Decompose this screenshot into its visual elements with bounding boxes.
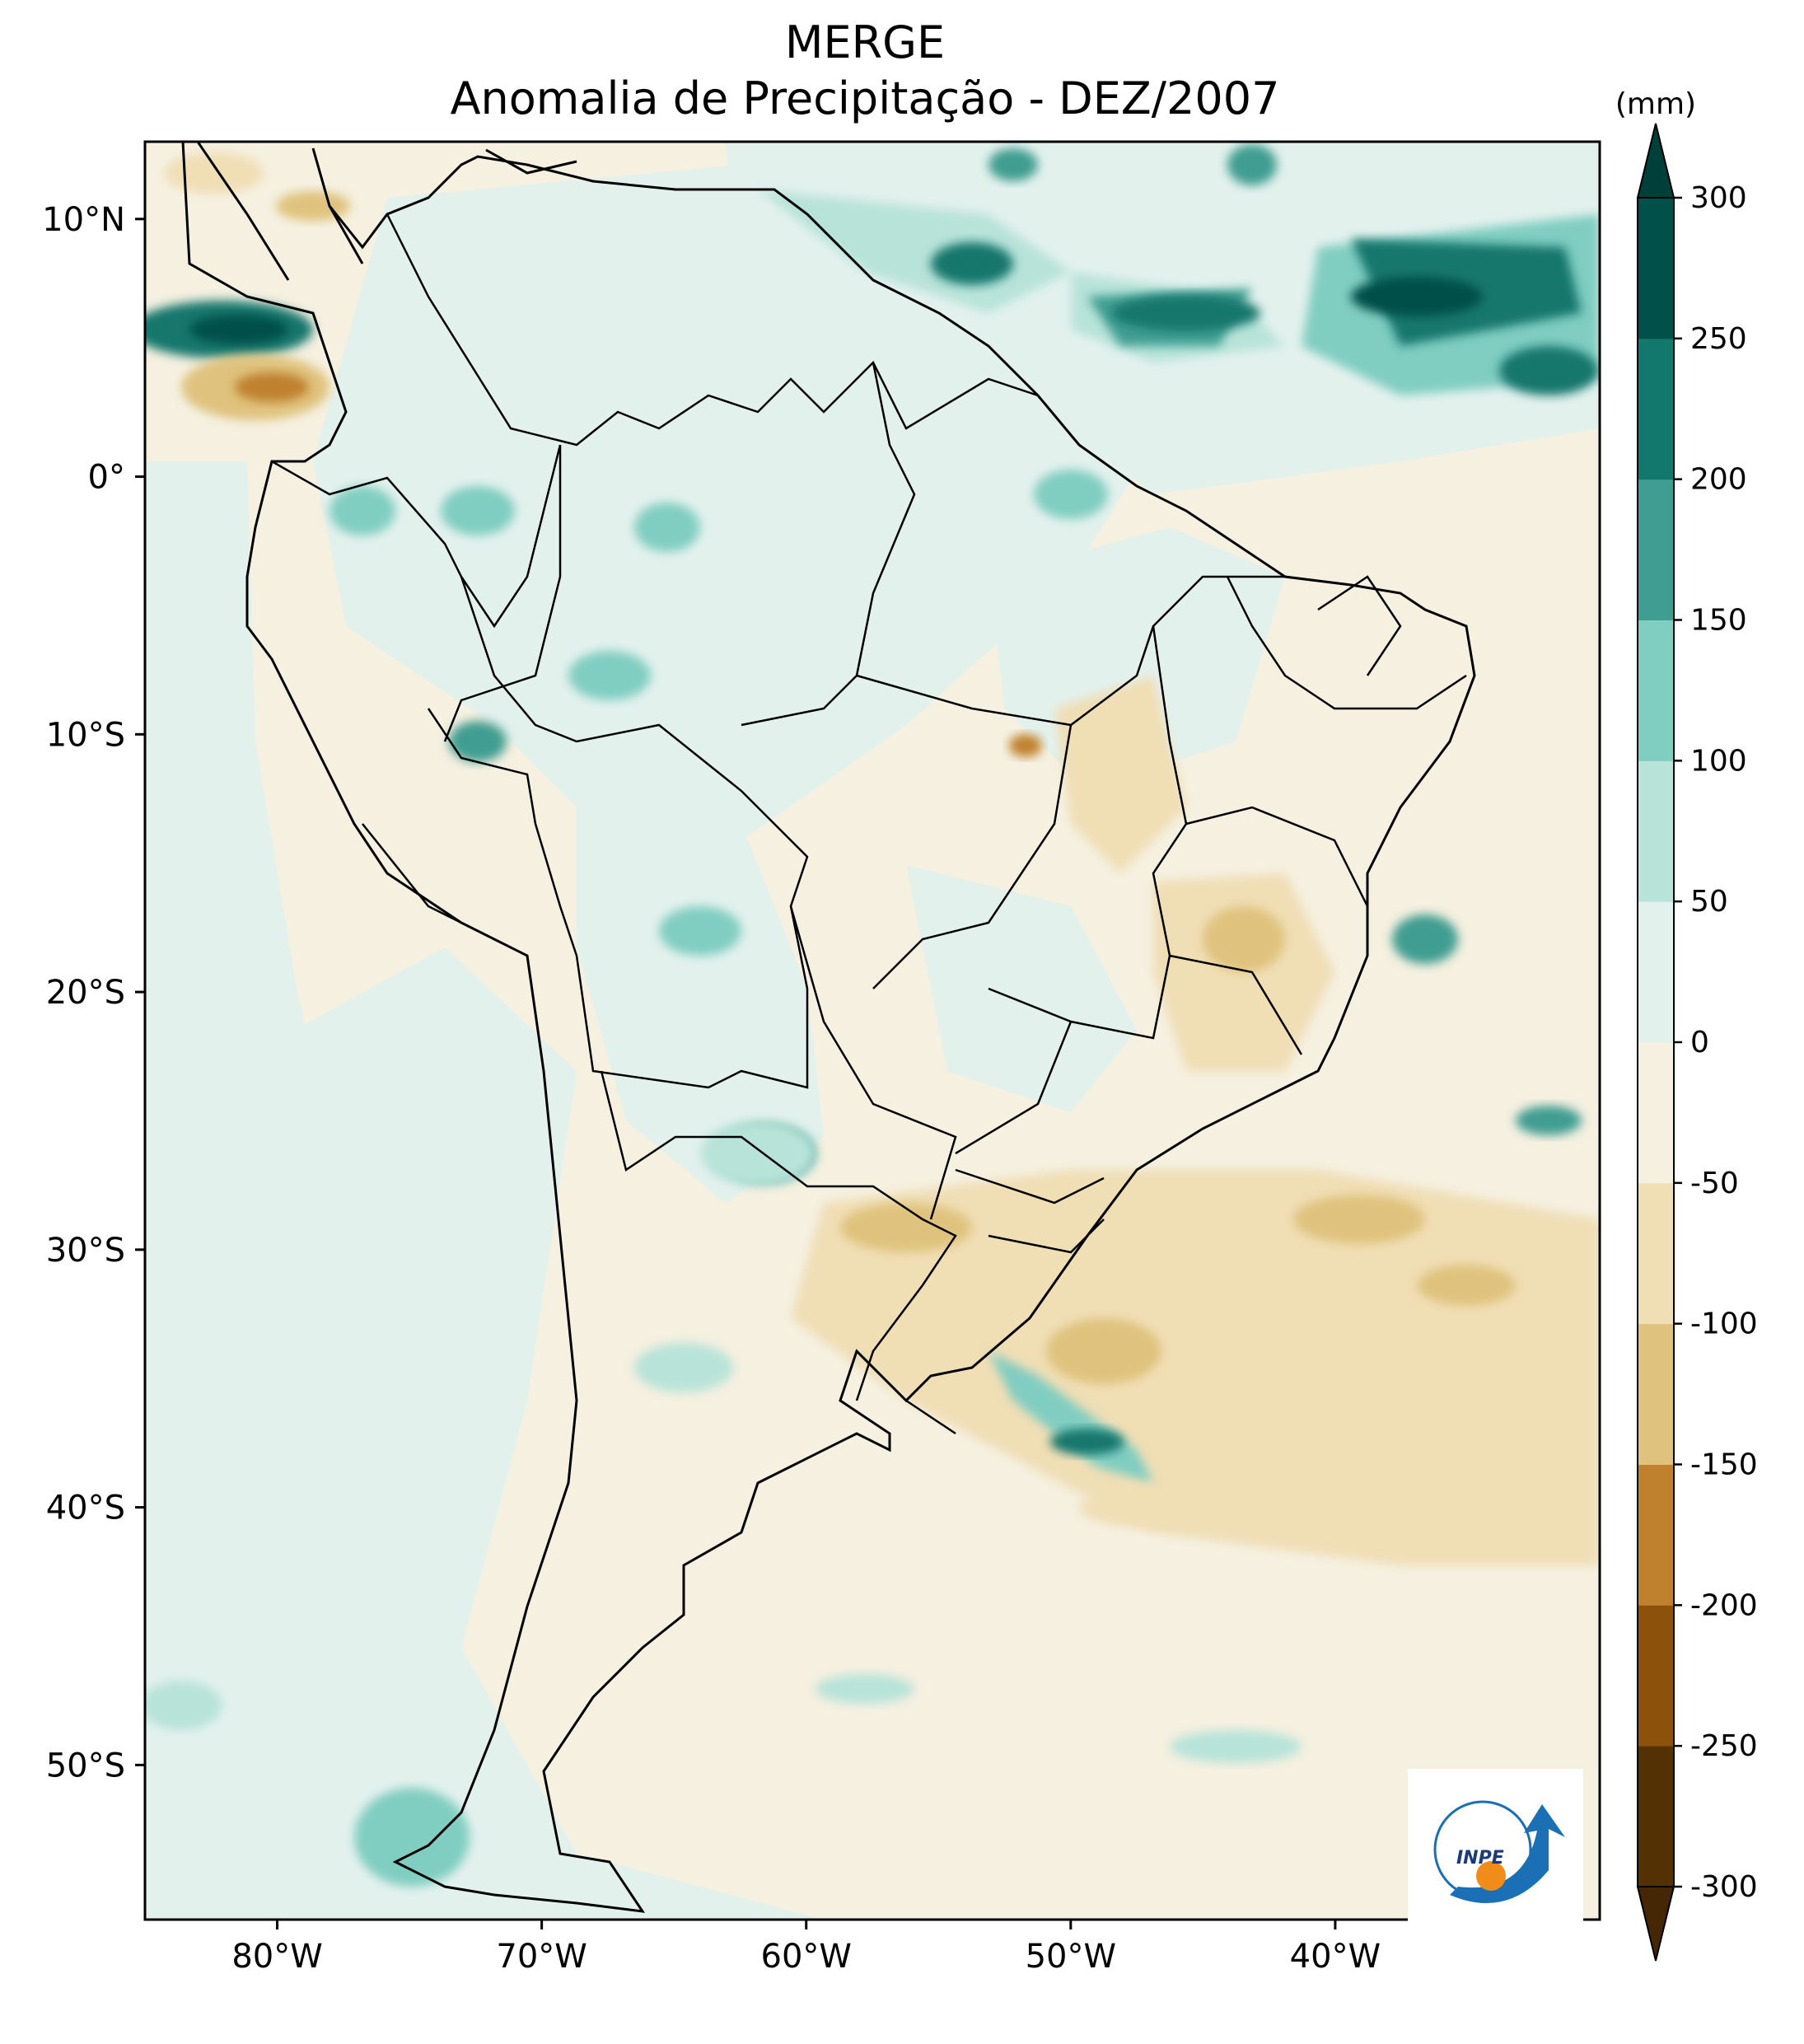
colorbar-units-label: (mm) [1615, 87, 1696, 121]
colorbar-segment [1638, 1182, 1674, 1325]
colorbar-tick-label: 0 [1690, 1026, 1709, 1059]
map-subtitle: Anomalia de Precipitação - DEZ/2007 [450, 72, 1280, 124]
colorbar-segment [1638, 1042, 1674, 1184]
colorbar-segment [1638, 1464, 1674, 1606]
colorbar-segment [1638, 338, 1674, 480]
colorbar-segment [1638, 620, 1674, 761]
lon-tick-label: 80°W [231, 1938, 322, 1976]
colorbar-tick-label: -250 [1690, 1729, 1758, 1763]
lat-tick-label: 10°S [46, 716, 125, 754]
colorbar-segment [1638, 760, 1674, 902]
inpe-logo: INPE [1408, 1769, 1583, 1942]
colorbar-tick-label: -100 [1690, 1307, 1758, 1341]
lon-tick-label: 50°W [1026, 1938, 1116, 1976]
colorbar-tick-label: 300 [1690, 181, 1747, 215]
colorbar-over-arrow [1636, 123, 1675, 199]
colorbar-segment [1638, 479, 1674, 620]
country-borders [271, 213, 1467, 1435]
lat-tick-label: 20°S [46, 974, 125, 1012]
lat-tick-label: 10°N [42, 201, 125, 239]
colorbar-segment [1638, 901, 1674, 1043]
lon-tick-label: 70°W [496, 1938, 587, 1976]
lat-tick-label: 0° [88, 459, 125, 497]
colorbar-tick-label: 250 [1690, 322, 1747, 356]
coastline [181, 142, 1476, 1913]
colorbar: -300 -250 -200 -150 -100 -50 0 50 100 150 200 250 30… [1636, 123, 1758, 1962]
lat-tick-label: 50°S [46, 1747, 125, 1784]
colorbar-tick-label: 50 [1690, 885, 1728, 919]
lat-tick-label: 40°S [46, 1490, 125, 1527]
lon-tick-label: 40°W [1290, 1938, 1381, 1976]
colorbar-segment [1638, 1605, 1674, 1747]
colorbar-tick-label: -200 [1690, 1588, 1758, 1622]
anomaly-field [145, 142, 1600, 1920]
colorbar-tick-label: 200 [1690, 463, 1747, 497]
colorbar-tick-label: -50 [1690, 1167, 1739, 1200]
lat-tick-label: 30°S [46, 1232, 125, 1270]
colorbar-segment [1638, 1746, 1674, 1887]
colorbar-tick-label: -150 [1690, 1448, 1758, 1482]
map-title: MERGE [784, 16, 946, 68]
latitude-axis: 10°N 0° 10°S 20°S 30°S 40°S 50°S [42, 201, 145, 1784]
lon-tick-label: 60°W [761, 1938, 852, 1976]
colorbar-tick-label: -300 [1690, 1870, 1758, 1904]
inpe-logo-text: INPE [1456, 1848, 1504, 1869]
colorbar-tick-label: 150 [1690, 604, 1747, 638]
colorbar-segment [1638, 1323, 1674, 1465]
colorbar-segment [1638, 198, 1674, 339]
longitude-axis: 80°W 70°W 60°W 50°W 40°W [231, 1920, 1381, 1976]
map-frame [143, 140, 1601, 1921]
colorbar-tick-label: 100 [1690, 744, 1747, 778]
colorbar-under-arrow [1636, 1886, 1675, 1962]
